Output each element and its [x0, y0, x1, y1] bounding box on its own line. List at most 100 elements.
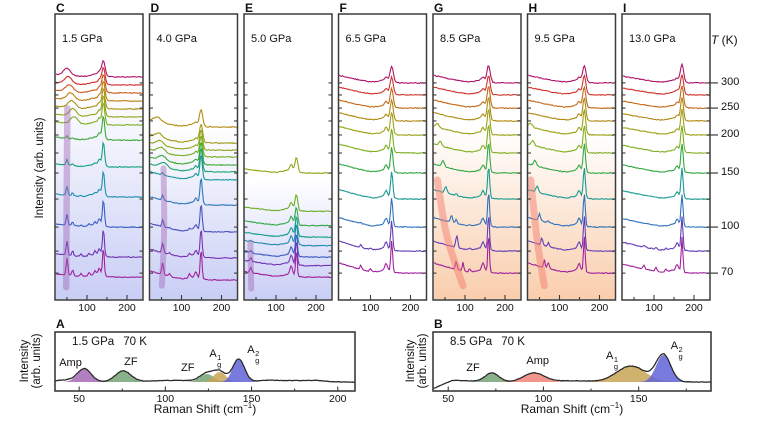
spectrum-curve — [244, 193, 332, 213]
x-tick-label: 100 — [172, 302, 191, 314]
spectrum-curve — [339, 128, 426, 155]
panel-frame — [243, 13, 333, 301]
spectrum-curve — [339, 198, 426, 229]
spectrum-curve — [150, 177, 237, 207]
spectrum-curve — [339, 112, 426, 136]
spectrum-curve — [339, 147, 426, 175]
spectrum-curve — [150, 129, 237, 152]
waterfall-panel-H — [528, 64, 615, 300]
measured-spectrum — [432, 353, 711, 390]
pressure-label: 6.5 GPa — [345, 33, 386, 45]
x-tick-label: 100 — [361, 302, 380, 314]
spectrum-curve — [622, 216, 710, 253]
spectrum-curve — [433, 108, 521, 137]
phonon-guide-band — [433, 176, 467, 290]
fit-panel-A — [54, 358, 356, 383]
peak-label: ZF — [181, 362, 195, 374]
spectrum-curve — [622, 236, 710, 275]
temp-axis-title: T (K) — [711, 33, 738, 47]
spectrum-curve — [244, 242, 332, 267]
pressure-label: 13.0 GPa — [629, 33, 676, 45]
waterfall-panel-C — [55, 59, 143, 300]
temp-tick-label: 100 — [721, 220, 740, 233]
temp-tick-label: 150 — [721, 166, 740, 179]
spectrum-curve — [622, 74, 710, 96]
spectrum-curve — [528, 73, 615, 96]
panel-a-y-label-line1: Intensity — [19, 339, 31, 383]
spectrum-curve — [244, 234, 332, 259]
spectrum-curve — [55, 114, 143, 142]
spectrum-curve — [622, 167, 710, 201]
spectrum-curve — [55, 170, 143, 199]
panel-b-y-axis-label: Intensity (arb. units) — [405, 334, 429, 389]
pressure-label: 5.0 GPa — [251, 33, 292, 45]
x-tick-label: 200 — [685, 302, 703, 314]
spectrum-curve — [528, 125, 615, 154]
x-tick-label: 200 — [401, 302, 420, 314]
condition-label: 8.5 GPa 70 K — [450, 336, 525, 348]
spectrum-curve — [150, 251, 237, 282]
spectrum-curve — [622, 85, 710, 110]
panel-frame — [148, 13, 239, 301]
spectrum-curve — [622, 97, 710, 123]
panel-b-x-label-post: ) — [619, 402, 624, 416]
spectrum-curve — [528, 194, 615, 229]
temp-tick-label: 300 — [721, 75, 740, 88]
spectrum-curve — [339, 98, 426, 123]
peak-fill — [58, 371, 354, 382]
x-tick-label: 200 — [328, 393, 347, 405]
fit-panel-B — [432, 353, 711, 390]
waterfall-panel-E — [244, 156, 332, 300]
peak-label: ZF — [466, 362, 480, 374]
peak-fill — [436, 373, 710, 382]
spectrum-curve — [528, 64, 615, 84]
x-tick-label: 200 — [118, 302, 136, 314]
spectrum-curve — [244, 223, 332, 247]
spectrum-curve — [150, 142, 237, 167]
spectrum-curve — [339, 86, 426, 110]
peak-label: ZF — [124, 356, 138, 368]
spectrum-curve — [433, 143, 521, 174]
panel-frame — [526, 13, 617, 301]
spectrum-curve — [150, 154, 237, 181]
peak-fill — [58, 374, 354, 382]
x-tick-label: 100 — [456, 302, 474, 314]
panel-a-y-axis-label: Intensity (arb. units) — [19, 334, 43, 389]
phonon-guide-band — [62, 105, 71, 291]
panel-b-x-axis-label: Raman Shift (cm−1) — [521, 401, 623, 416]
x-tick-label: 200 — [590, 302, 609, 314]
x-tick-label: 200 — [496, 302, 514, 314]
waterfall-panel-F — [339, 65, 426, 275]
measured-spectrum — [54, 358, 356, 383]
spectrum-curve — [55, 94, 143, 118]
phonon-guide-band — [247, 239, 255, 292]
x-tick-label: 200 — [307, 302, 325, 314]
spectrum-curve — [622, 62, 710, 84]
panel-frame — [54, 13, 144, 301]
panel-a-x-label-pre: Raman Shift (cm — [153, 402, 244, 416]
spectrum-curve — [339, 74, 426, 96]
x-tick-label: 100 — [78, 302, 96, 314]
spectrum-curve — [339, 220, 426, 253]
spectrum-curve — [55, 230, 143, 259]
panel-b-y-label-line1: Intensity — [405, 339, 417, 383]
panel-frame — [621, 13, 711, 301]
panel-frame — [432, 13, 522, 301]
spectrum-curve — [528, 85, 615, 110]
panel-frame — [337, 13, 428, 301]
spectrum-curve — [433, 124, 521, 154]
pressure-label: 9.5 GPa — [534, 33, 575, 45]
spectrum-curve — [433, 75, 521, 96]
spectrum-curve — [433, 65, 521, 84]
panel-a-x-label-post: ) — [252, 402, 257, 416]
panel-a-x-axis-label: Raman Shift (cm−1) — [154, 401, 256, 416]
waterfall-panel-I — [622, 62, 710, 275]
spectrum-curve — [528, 97, 615, 122]
pressure-label: 4.0 GPa — [156, 33, 197, 45]
panel-letter-e: E — [245, 1, 254, 15]
panel-letter-h: H — [528, 1, 538, 15]
spectrum-curve — [150, 205, 237, 233]
